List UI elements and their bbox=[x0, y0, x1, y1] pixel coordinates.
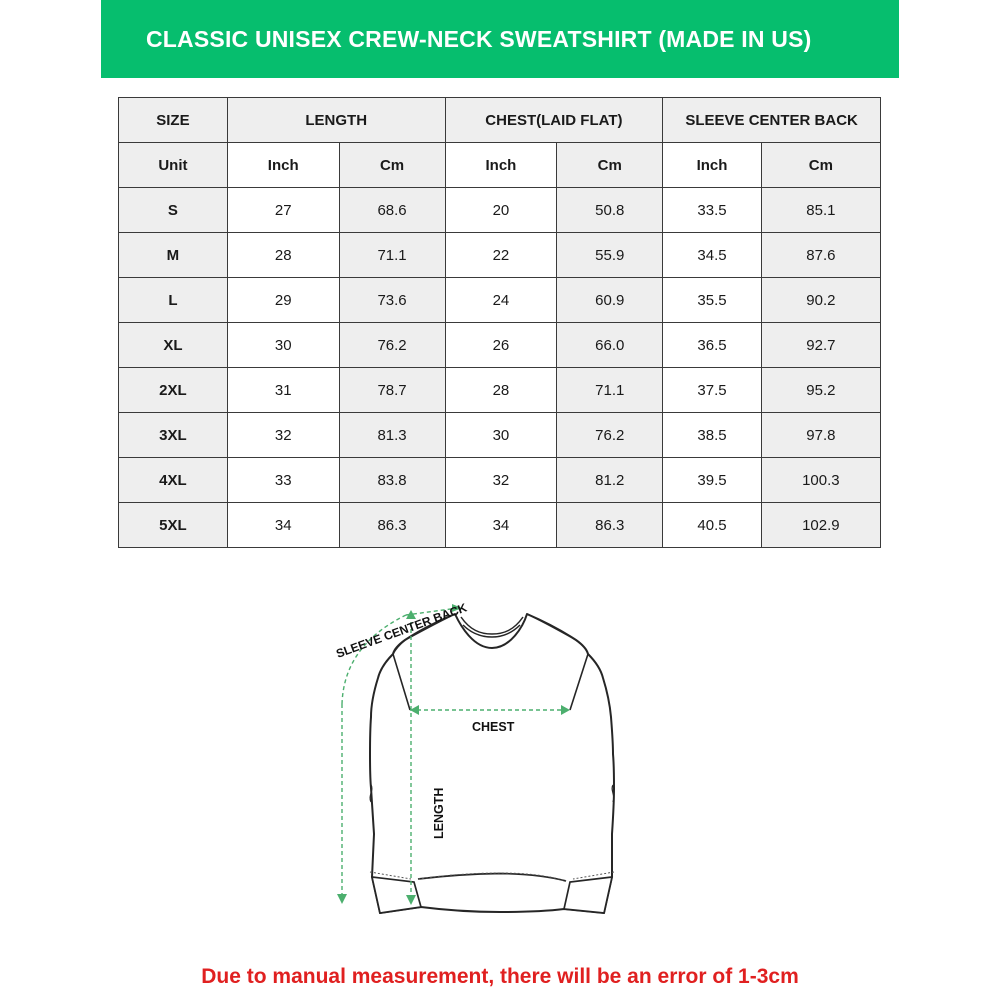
svg-text:CHEST: CHEST bbox=[472, 720, 515, 734]
svg-text:LENGTH: LENGTH bbox=[432, 788, 446, 839]
